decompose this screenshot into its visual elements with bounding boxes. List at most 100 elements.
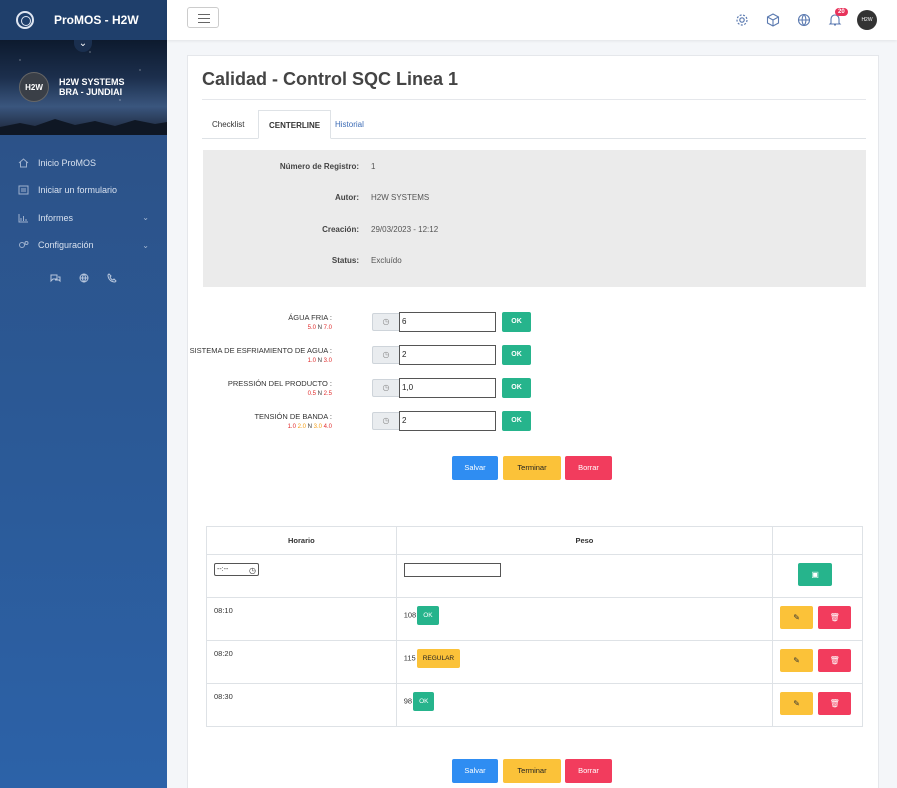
trash-icon: 🗑	[829, 613, 840, 622]
field-agua-fria: ÁGUA FRIA : 5.0 N 7.0 ◷ 6 OK	[188, 312, 880, 334]
hamburger-icon	[198, 18, 210, 19]
status-badge: OK	[417, 606, 439, 625]
sidebar-nav: Inicio ProMOS Iniciar un formulario Info…	[0, 149, 167, 259]
time-cell: 08:20	[206, 640, 397, 684]
info-label: Creación:	[322, 225, 359, 234]
range-min: 0.5	[307, 391, 316, 397]
sidebar-item-configuracion[interactable]: Configuración ⌄	[0, 232, 167, 260]
collapse-chevron-icon[interactable]: ⌄	[74, 40, 92, 52]
status-badge: REGULAR	[416, 649, 461, 668]
ok-button[interactable]: OK	[502, 312, 531, 332]
edit-icon: ✎	[793, 699, 800, 708]
cube-icon[interactable]	[764, 11, 782, 29]
info-row-autor: Autor: H2W SYSTEMS	[203, 193, 866, 207]
gear-icon[interactable]	[733, 11, 751, 29]
tension-banda-input[interactable]: 2	[399, 411, 496, 431]
range-high-warn: 3.0	[313, 424, 322, 430]
tab-centerline[interactable]: CENTERLINE	[258, 110, 332, 139]
time-input[interactable]: --:-- ◷	[214, 563, 259, 576]
trash-icon: 🗑	[829, 699, 840, 708]
mountain-silhouette	[0, 119, 167, 135]
profile-avatar[interactable]: H2W	[19, 72, 49, 102]
info-label: Status:	[331, 256, 359, 265]
sidebar-item-informes[interactable]: Informes ⌄	[0, 204, 167, 232]
actions-cell: ✎ 🗑	[772, 683, 863, 727]
globe-icon[interactable]	[795, 11, 813, 29]
gauge-icon: ◷	[372, 412, 400, 430]
delete-row-button[interactable]: 🗑	[818, 649, 852, 672]
peso-input[interactable]	[403, 563, 501, 577]
field-range: 1.0 2.0 N 3.0 4.0	[254, 422, 332, 433]
sidebar-item-inicio[interactable]: Inicio ProMOS	[0, 149, 167, 177]
delete-row-button[interactable]: 🗑	[818, 692, 852, 715]
save-row-button[interactable]: ▣	[798, 563, 833, 586]
peso-value: 115	[403, 653, 416, 663]
brand-bar[interactable]: ProMOS - H2W	[0, 0, 167, 40]
menu-toggle-button[interactable]	[187, 7, 219, 28]
peso-cell	[395, 554, 774, 598]
delete-button-bottom[interactable]: Borrar	[565, 759, 612, 783]
field-range: 5.0 N 7.0	[288, 323, 332, 334]
edit-button[interactable]: ✎	[780, 649, 814, 672]
table-row: 08:20 115 REGULAR ✎ 🗑	[206, 640, 863, 684]
range-max: 2.5	[323, 391, 332, 397]
gears-icon	[18, 240, 29, 250]
gauge-icon: ◷	[372, 313, 400, 331]
record-info-panel: Número de Registro: 1 Autor: H2W SYSTEMS…	[203, 150, 866, 287]
save-button-bottom[interactable]: Salvar	[452, 759, 498, 783]
sidebar-quick-icons	[0, 273, 167, 286]
edit-button[interactable]: ✎	[780, 692, 814, 715]
ok-button[interactable]: OK	[502, 345, 531, 365]
tab-bar: Checklist CENTERLINE Historial	[202, 110, 866, 139]
form-icon	[18, 185, 29, 195]
pression-producto-input[interactable]: 1,0	[399, 378, 496, 398]
field-pression-producto: PRESSIÓN DEL PRODUCTO : 0.5 N 2.5 ◷ 1,0 …	[188, 378, 880, 400]
finish-button-bottom[interactable]: Terminar	[503, 759, 561, 783]
tab-checklist[interactable]: Checklist	[212, 120, 245, 129]
info-value: H2W SYSTEMS	[371, 193, 430, 202]
sistema-esfriamiento-input[interactable]: 2	[399, 345, 496, 365]
edit-button[interactable]: ✎	[780, 606, 814, 629]
hamburger-icon	[198, 22, 210, 23]
field-label-text: ÁGUA FRIA :	[288, 313, 332, 322]
range-low-limit: 1.0	[287, 424, 296, 430]
column-header-horario: Horario	[206, 526, 397, 555]
user-avatar[interactable]: H2W	[857, 10, 877, 30]
peso-cell: 108 OK	[395, 597, 774, 641]
field-range: 1.0 N 3.0	[190, 356, 332, 367]
brand-title: ProMOS - H2W	[54, 13, 139, 27]
tab-historial[interactable]: Historial	[335, 120, 364, 129]
profile-panel: ⌄ H2W H2W SYSTEMS BRA - JUNDIAI	[0, 40, 167, 135]
globe-icon[interactable]	[79, 273, 89, 286]
edit-icon: ✎	[793, 613, 800, 622]
chart-icon	[18, 213, 29, 223]
info-value: 1	[371, 162, 376, 171]
notification-bell[interactable]: 20	[826, 8, 848, 29]
chevron-down-icon: ⌄	[142, 213, 149, 223]
topbar: 20 H2W	[167, 0, 897, 40]
chat-icon[interactable]	[50, 273, 61, 286]
peso-value: 108	[403, 610, 417, 620]
range-nominal: N	[317, 358, 322, 364]
range-low-warn: 2.0	[297, 424, 306, 430]
phone-icon[interactable]	[107, 273, 117, 286]
field-label-text: PRESSIÓN DEL PRODUCTO :	[227, 379, 332, 388]
finish-button[interactable]: Terminar	[503, 456, 561, 480]
table-row: 08:30 98 OK ✎ 🗑	[206, 683, 863, 727]
time-cell: 08:10	[206, 597, 397, 641]
field-label: PRESSIÓN DEL PRODUCTO : 0.5 N 2.5	[228, 378, 332, 400]
delete-button[interactable]: Borrar	[565, 456, 612, 480]
profile-site: BRA - JUNDIAI	[59, 87, 123, 97]
sidebar-item-formulario[interactable]: Iniciar un formulario	[0, 177, 167, 205]
column-header-peso: Peso	[395, 526, 774, 555]
ok-button[interactable]: OK	[502, 378, 531, 398]
delete-row-button[interactable]: 🗑	[818, 606, 852, 629]
ok-button[interactable]: OK	[502, 411, 531, 431]
agua-fria-input[interactable]: 6	[399, 312, 496, 332]
field-label-text: TENSIÓN DE BANDA :	[254, 412, 332, 421]
time-placeholder: --:--	[217, 566, 229, 573]
save-button[interactable]: Salvar	[452, 456, 498, 480]
profile-name: H2W SYSTEMS BRA - JUNDIAI	[59, 77, 125, 97]
actions-cell: ▣	[772, 554, 863, 598]
range-max: 3.0	[323, 358, 332, 364]
